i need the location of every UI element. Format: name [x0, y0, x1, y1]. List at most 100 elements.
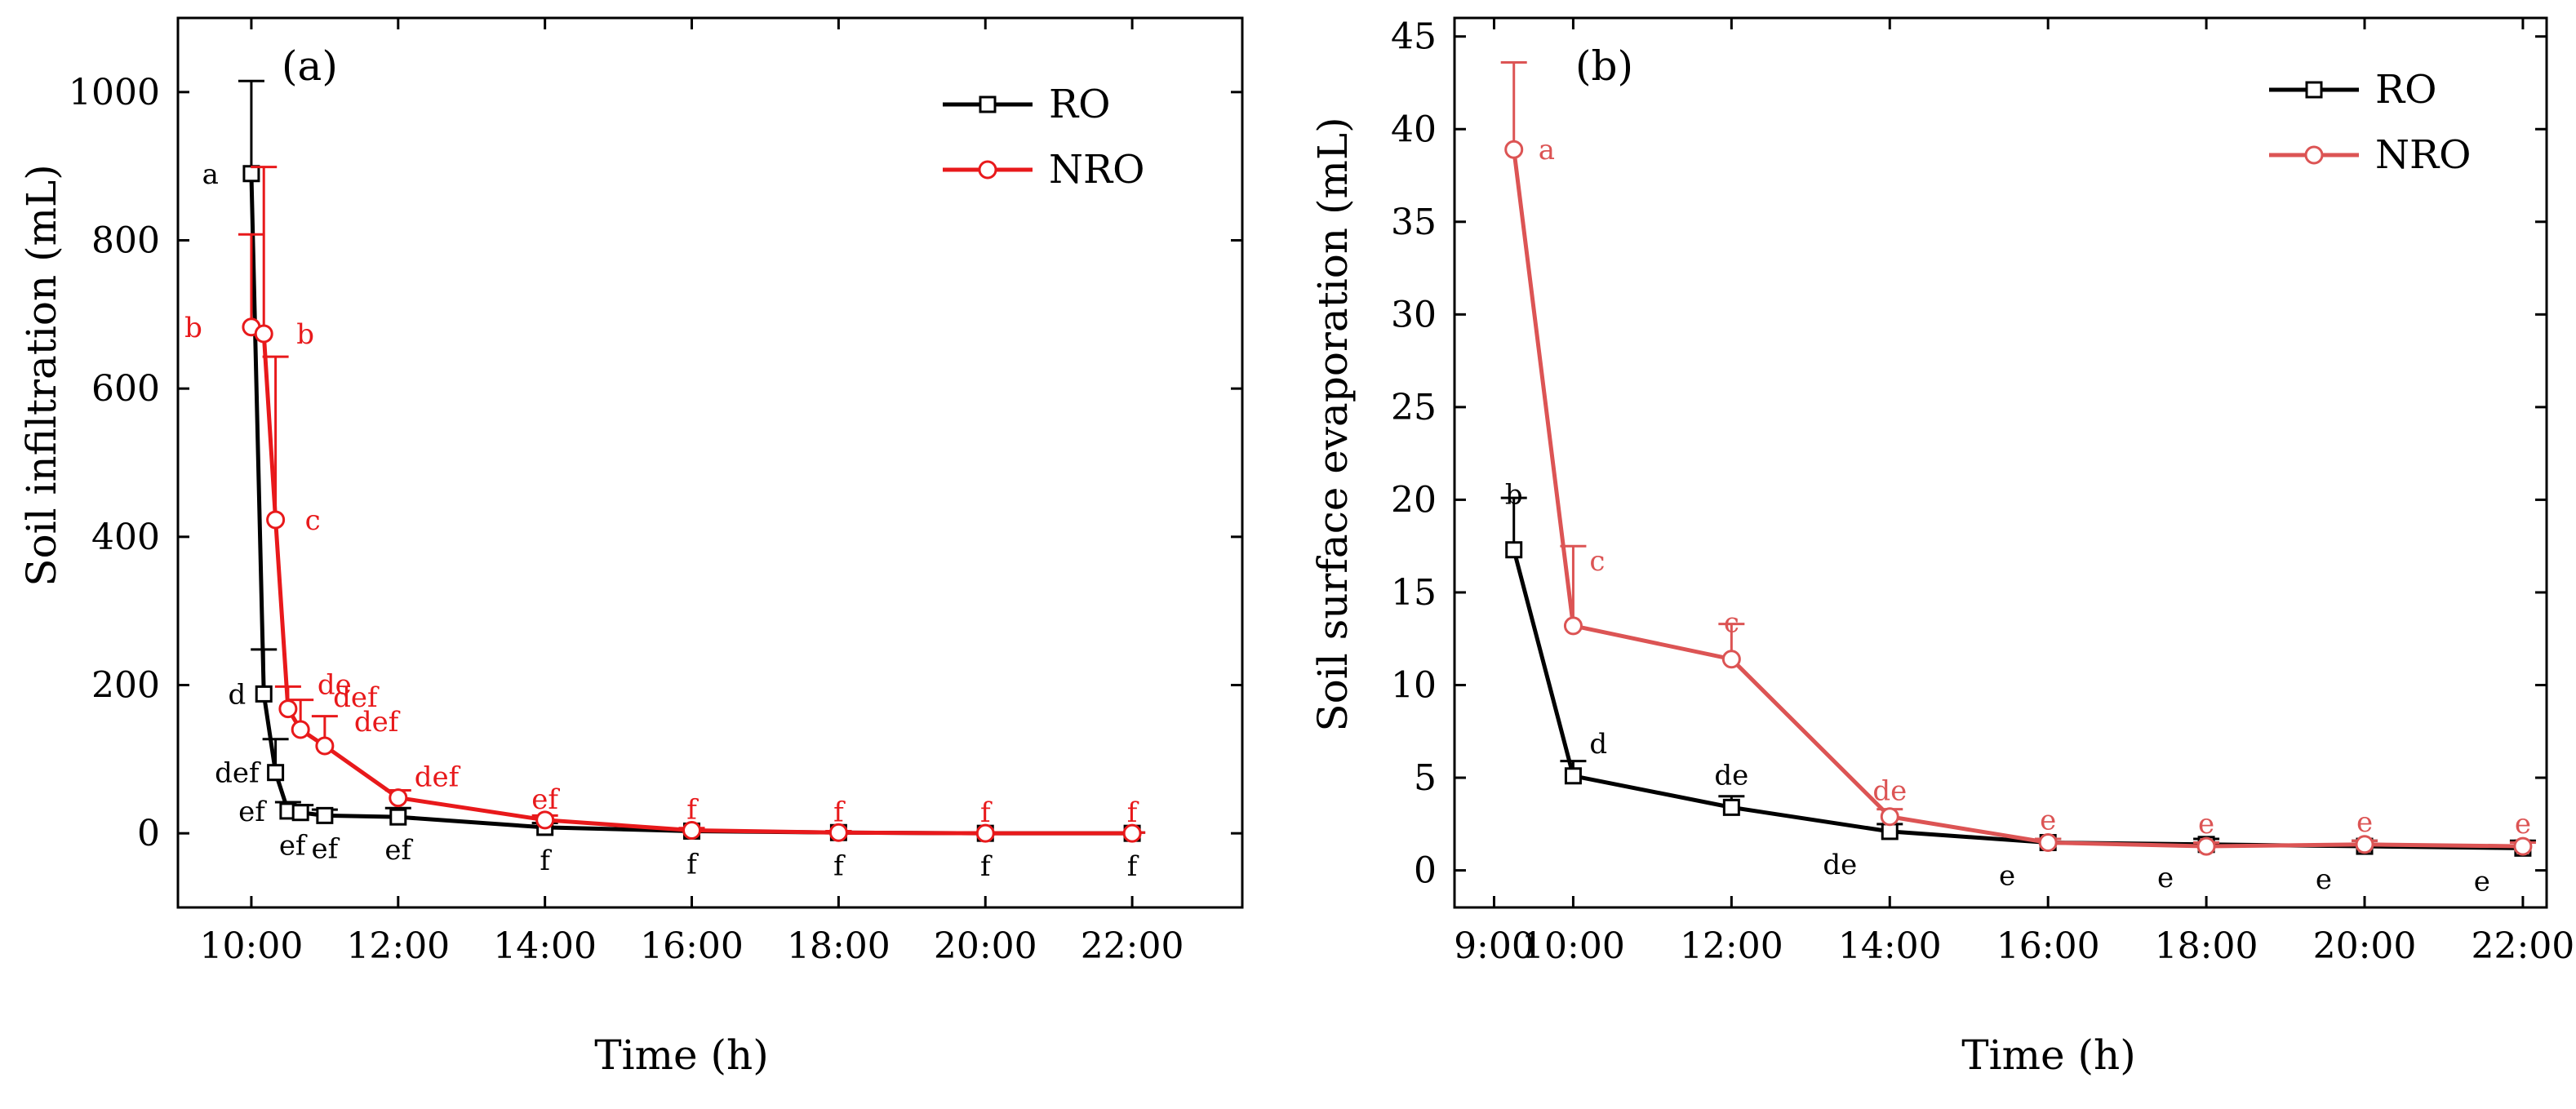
plot-frame	[176, 16, 1244, 909]
significance-label: f	[686, 794, 699, 827]
x-tick-label: 14:00	[493, 925, 597, 967]
legend-label: NRO	[1049, 147, 1145, 193]
series-line	[250, 325, 1133, 836]
data-point	[1881, 823, 1899, 841]
significance-label: e	[1999, 860, 2015, 893]
significance-label: ef	[384, 834, 413, 867]
y-tick-label: 0	[1414, 850, 1437, 892]
legend: RO NRO	[2269, 67, 2472, 178]
significance-label: def	[415, 761, 461, 794]
significance-label: e	[2356, 806, 2373, 839]
data-point	[389, 808, 407, 826]
x-tick-label: 22:00	[2472, 925, 2575, 967]
y-axis-title: Soil surface evaporation (mL)	[1309, 117, 1357, 731]
y-tick-label: 5	[1414, 757, 1437, 799]
significance-label: b	[296, 318, 314, 351]
x-tick-label: 20:00	[2313, 925, 2417, 967]
significance-label: def	[333, 681, 380, 714]
data-point	[291, 720, 310, 739]
y-tick-label: 200	[91, 665, 160, 707]
significance-label: b	[1505, 479, 1523, 512]
x-tick-label: 10:00	[200, 925, 304, 967]
data-point	[1564, 767, 1582, 785]
x-tick-label: 10:00	[1521, 925, 1625, 967]
y-tick-label: 40	[1391, 109, 1437, 150]
significance-label: c	[1589, 545, 1605, 578]
legend-marker	[2305, 81, 2323, 99]
data-point	[254, 324, 273, 344]
significance-label: c	[305, 504, 321, 537]
x-tick-label: 18:00	[787, 925, 890, 967]
significance-label: f	[1127, 850, 1139, 883]
significance-label: de	[318, 669, 352, 702]
significance-label: ef	[312, 832, 340, 865]
significance-label: e	[2198, 808, 2214, 841]
significance-label: e	[2040, 805, 2056, 837]
significance-label: ef	[279, 830, 308, 863]
data-point	[2196, 836, 2216, 856]
y-tick-label: 45	[1391, 16, 1437, 58]
data-point	[1722, 798, 1740, 816]
x-tick-label: 16:00	[640, 925, 744, 967]
y-tick-label: 800	[91, 220, 160, 262]
legend-marker	[978, 160, 997, 180]
significance-label: f	[833, 796, 846, 828]
y-tick-label: 15	[1391, 572, 1437, 614]
data-point	[682, 821, 702, 841]
x-tick-label: 12:00	[346, 925, 450, 967]
x-axis-title: Time (h)	[594, 1031, 768, 1079]
series-line	[1512, 549, 2523, 850]
significance-label: a	[202, 158, 219, 191]
data-point	[1505, 541, 1523, 559]
data-point	[535, 810, 555, 830]
significance-label: d	[1589, 728, 1607, 761]
series-line	[1512, 149, 2523, 849]
y-tick-label: 400	[91, 517, 160, 558]
significance-label: a	[1539, 134, 1555, 166]
significance-label: de	[1823, 849, 1857, 881]
data-point	[315, 736, 335, 756]
panel-a: 10:00 12:00 14:00 16:00 18:00 20:00 22:00 0 200 4…	[18, 16, 1244, 1079]
legend-marker	[979, 95, 997, 113]
x-tick-label: 12:00	[1680, 925, 1783, 967]
plot-frame	[1453, 16, 2548, 909]
x-tick-label: 9:00	[1454, 925, 1534, 967]
significance-label: e	[2157, 862, 2174, 894]
y-tick-label: 25	[1391, 387, 1437, 428]
x-tick-label: 14:00	[1838, 925, 1942, 967]
data-point	[242, 165, 260, 183]
significance-label: def	[354, 706, 401, 739]
y-tick-label: 30	[1391, 294, 1437, 335]
significance-label: d	[228, 678, 246, 711]
significance-label: ef	[238, 796, 267, 828]
significance-label: de	[1872, 775, 1907, 808]
series-nro: a c c de e e e e	[1500, 61, 2536, 856]
data-point	[267, 764, 285, 782]
x-tick-label: 22:00	[1081, 925, 1184, 967]
data-point	[389, 788, 408, 808]
significance-label: def	[215, 757, 261, 790]
y-tick-label: 35	[1391, 202, 1437, 243]
data-point	[1504, 140, 1524, 159]
data-point	[1721, 650, 1741, 669]
significance-label: b	[184, 312, 202, 344]
significance-label: f	[980, 850, 993, 883]
significance-label: f	[686, 848, 699, 881]
significance-label: ef	[531, 783, 560, 816]
significance-label: f	[833, 849, 846, 882]
data-point	[975, 823, 995, 843]
significance-label: e	[2316, 863, 2332, 896]
y-axis-title: Soil infiltration (mL)	[18, 164, 65, 586]
significance-label: e	[2474, 865, 2490, 898]
x-tick-label: 18:00	[2155, 925, 2258, 967]
y-tick-label: 20	[1391, 479, 1437, 521]
significance-label: f	[980, 796, 993, 829]
y-tick-label: 10	[1391, 665, 1437, 707]
legend: RO NRO	[943, 82, 1145, 193]
y-tick-label: 0	[137, 813, 160, 854]
significance-label: f	[1127, 796, 1139, 829]
panel-label: (b)	[1575, 42, 1633, 90]
